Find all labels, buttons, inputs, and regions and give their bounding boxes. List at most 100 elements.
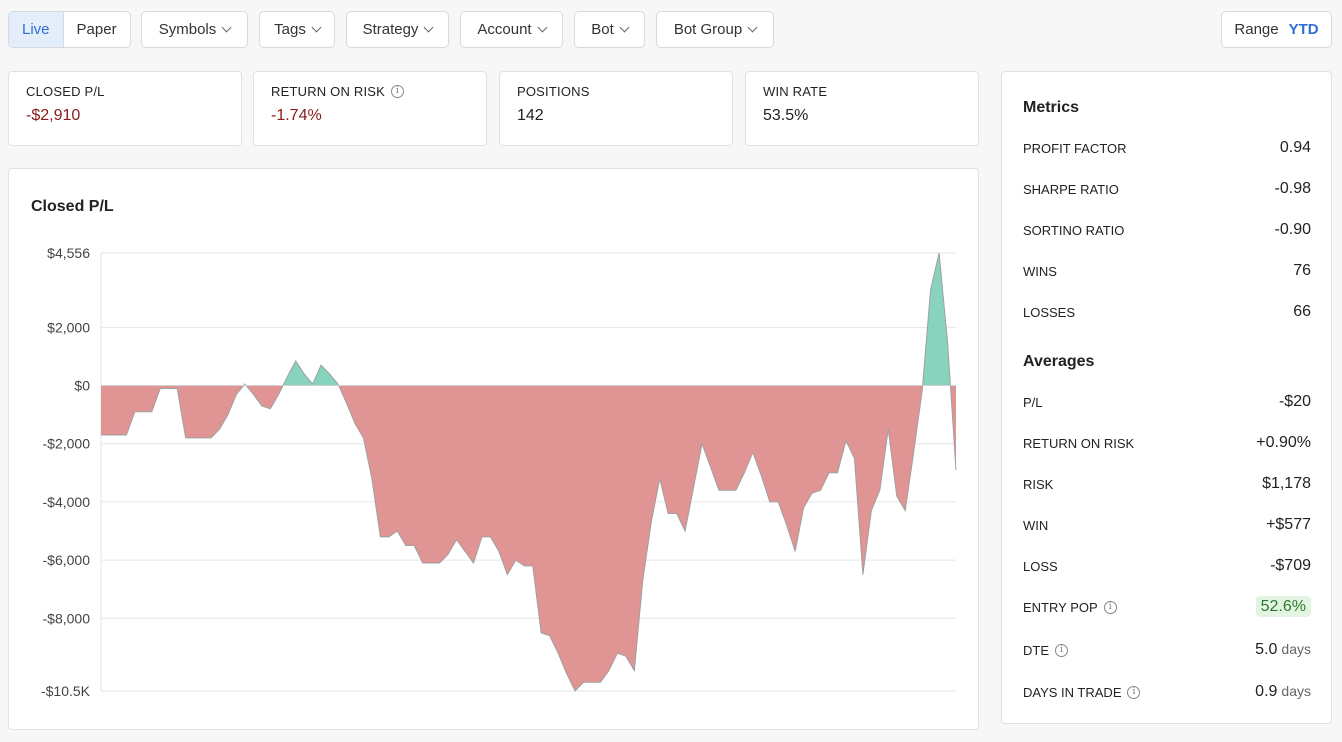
- average-value-text: $1,178: [1262, 475, 1311, 492]
- range-selector[interactable]: Range YTD: [1221, 11, 1332, 48]
- metric-label: SORTINO RATIO: [1023, 222, 1125, 238]
- metric-label: PROFIT FACTOR: [1023, 140, 1127, 156]
- y-tick-label: $4,556: [47, 245, 90, 261]
- stat-label: WIN RATE: [763, 84, 828, 99]
- y-tick-label: -$10.5K: [41, 683, 91, 699]
- filter-label: Strategy: [362, 21, 419, 38]
- metric-row: WINS 76: [1023, 259, 1311, 283]
- average-row: P/L -$20: [1023, 390, 1311, 414]
- stat-value: -$2,910: [26, 107, 81, 124]
- info-icon[interactable]: i: [1055, 643, 1068, 657]
- average-value: -$709: [1270, 557, 1311, 575]
- filter-label: Account: [477, 21, 532, 38]
- average-value-text: +$577: [1266, 516, 1311, 533]
- info-icon[interactable]: i: [1127, 685, 1141, 699]
- unit-label: days: [1281, 641, 1311, 657]
- filter-label: Bot: [591, 21, 614, 38]
- average-label-wrap: ENTRY POP i: [1023, 600, 1117, 615]
- filter-label: Tags: [274, 21, 306, 38]
- bot-filter-dropdown[interactable]: Bot: [574, 11, 645, 48]
- win-rate-card: WIN RATE 53.5%: [745, 71, 979, 146]
- average-row: RISK $1,178: [1023, 472, 1311, 496]
- metric-row: SHARPE RATIO -0.98: [1023, 177, 1311, 201]
- metric-value: -0.90: [1274, 221, 1311, 238]
- symbols-filter-dropdown[interactable]: Symbols: [141, 11, 248, 48]
- average-value: +$577: [1266, 516, 1311, 534]
- chevron-down-icon: [311, 22, 322, 33]
- chevron-down-icon: [619, 22, 630, 33]
- average-label: DTE: [1023, 642, 1049, 658]
- filter-label: Bot Group: [673, 21, 743, 38]
- average-value: $1,178: [1262, 475, 1311, 493]
- average-label-wrap: WIN: [1023, 518, 1048, 533]
- metrics-panel: Metrics PROFIT FACTOR 0.94 SHARPE RATIO -0.…: [1001, 71, 1332, 724]
- chevron-down-icon: [537, 22, 548, 33]
- average-label-wrap: RISK: [1023, 477, 1053, 492]
- bot-group-filter-dropdown[interactable]: Bot Group: [656, 11, 774, 48]
- y-tick-label: -$2,000: [43, 436, 91, 452]
- chevron-down-icon: [747, 22, 758, 33]
- average-row: DTE i 5.0 days: [1023, 638, 1311, 662]
- stat-value: -1.74%: [271, 107, 322, 124]
- metric-row: LOSSES 66: [1023, 300, 1311, 324]
- y-tick-label: -$8,000: [43, 610, 91, 626]
- live-toggle-button[interactable]: Live: [9, 12, 64, 47]
- average-row: RETURN ON RISK +0.90%: [1023, 431, 1311, 455]
- average-value-text: 0.9: [1255, 683, 1278, 700]
- stat-value: 53.5%: [763, 107, 809, 124]
- positive-area: [101, 253, 956, 386]
- y-tick-label: $2,000: [47, 319, 90, 335]
- average-value: 52.6%: [1255, 596, 1311, 617]
- stat-label: CLOSED P/L: [26, 84, 105, 99]
- mode-toggle: Live Paper: [8, 11, 131, 48]
- closed-pl-chart-card: Closed P/L $4,556 $2,000 $0 -$2,000 -$4,000 -…: [8, 168, 979, 730]
- y-tick-label: -$6,000: [43, 552, 91, 568]
- y-tick-label: -$4,000: [43, 494, 91, 510]
- metric-row: PROFIT FACTOR 0.94: [1023, 136, 1311, 160]
- average-label: ENTRY POP: [1023, 599, 1098, 615]
- chevron-down-icon: [221, 22, 232, 33]
- info-icon[interactable]: i: [1103, 600, 1117, 614]
- unit-label: days: [1281, 683, 1311, 699]
- filter-label: Symbols: [158, 21, 217, 38]
- average-value: 0.9 days: [1255, 683, 1311, 701]
- metric-value: -0.98: [1274, 180, 1311, 197]
- average-value-text: +0.90%: [1256, 434, 1311, 451]
- positions-card: POSITIONS 142: [499, 71, 733, 146]
- account-filter-dropdown[interactable]: Account: [460, 11, 563, 48]
- average-value-text: 5.0: [1255, 641, 1278, 658]
- stat-value: 142: [517, 107, 544, 124]
- average-row: LOSS -$709: [1023, 554, 1311, 578]
- average-label: WIN: [1023, 517, 1049, 533]
- stat-label-row: RETURN ON RISK i: [271, 84, 469, 99]
- averages-title: Averages: [1023, 353, 1095, 370]
- average-value: 5.0 days: [1255, 641, 1311, 659]
- metric-value: 66: [1293, 303, 1311, 320]
- closed-pl-card: CLOSED P/L -$2,910: [8, 71, 242, 146]
- metric-row: SORTINO RATIO -0.90: [1023, 218, 1311, 242]
- average-value: +0.90%: [1256, 434, 1311, 452]
- metric-label: SHARPE RATIO: [1023, 181, 1119, 197]
- average-label: LOSS: [1023, 558, 1058, 574]
- average-value-text: -$709: [1270, 557, 1311, 574]
- average-label: P/L: [1023, 394, 1043, 410]
- metric-label: WINS: [1023, 263, 1057, 279]
- average-label: DAYS IN TRADE: [1023, 684, 1122, 700]
- average-label-wrap: RETURN ON RISK: [1023, 436, 1134, 451]
- y-tick-label: $0: [74, 378, 90, 394]
- strategy-filter-dropdown[interactable]: Strategy: [346, 11, 449, 48]
- tags-filter-dropdown[interactable]: Tags: [259, 11, 335, 48]
- average-row: DAYS IN TRADE i 0.9 days: [1023, 680, 1311, 704]
- paper-toggle-button[interactable]: Paper: [76, 21, 117, 38]
- average-label-wrap: P/L: [1023, 395, 1043, 410]
- average-label: RISK: [1023, 476, 1054, 492]
- info-icon[interactable]: i: [391, 85, 405, 98]
- range-label: Range: [1234, 21, 1279, 38]
- average-row: WIN +$577: [1023, 513, 1311, 537]
- average-value: -$20: [1279, 393, 1311, 411]
- chart-title: Closed P/L: [31, 198, 114, 215]
- average-value-text: -$20: [1278, 393, 1311, 410]
- chevron-down-icon: [423, 22, 434, 33]
- negative-area: [101, 385, 956, 691]
- metrics-title: Metrics: [1023, 99, 1080, 116]
